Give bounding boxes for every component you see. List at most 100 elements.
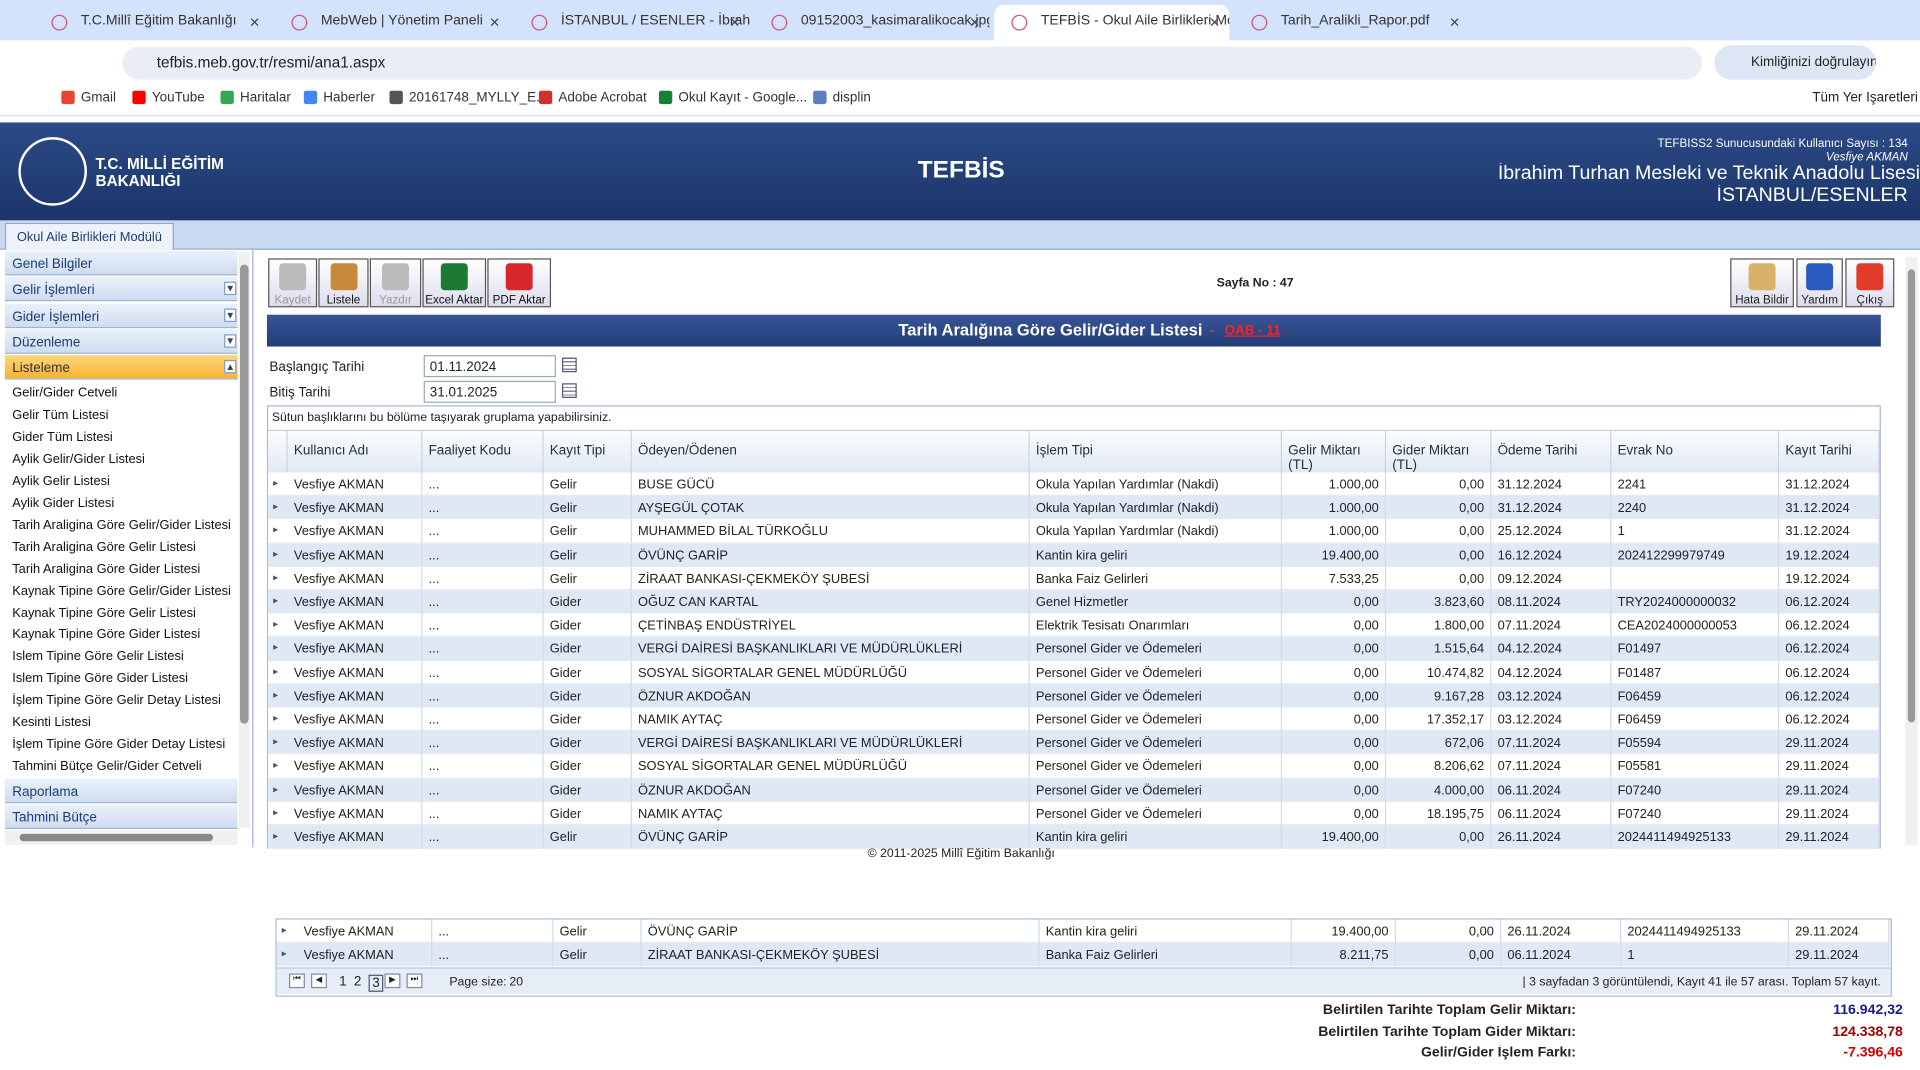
submenu-link[interactable]: Tarih Araligina Göre Gelir Listesi	[12, 539, 196, 555]
submenu-link[interactable]: Aylik Gelir Listesi	[12, 473, 110, 489]
submenu-link[interactable]: İşlem Tipine Göre Gelir Detay Listesi	[12, 693, 221, 709]
toolbar-button[interactable]: Yardım	[1796, 258, 1843, 308]
scroll-thumb[interactable]	[19, 833, 214, 842]
grid-row[interactable]	[268, 472, 1880, 497]
page-size[interactable]: 20	[509, 975, 524, 990]
toolbar-button[interactable]: Hata Bildir	[1730, 258, 1794, 308]
submenu-link[interactable]: Gelir/Gider Cetveli	[12, 385, 118, 401]
tab-close[interactable]: ×	[249, 12, 260, 32]
tab-close[interactable]: ×	[729, 12, 740, 32]
browser-tab[interactable]: İSTANBUL / ESENLER - İbrahim ×	[514, 5, 749, 41]
tab-close[interactable]: ×	[969, 12, 980, 32]
column-header[interactable]: Ödeyen/Ödenen	[631, 431, 1030, 473]
page-link[interactable]: 1	[339, 974, 347, 990]
pager-button[interactable]: ⏭	[406, 973, 423, 989]
expand-arrow[interactable]: ▸	[273, 618, 278, 630]
expand-arrow[interactable]: ▸	[273, 689, 278, 701]
submenu-link[interactable]: Kaynak Tipine Göre Gider Listesi	[12, 627, 201, 643]
sidebar-hscroll[interactable]	[4, 830, 238, 845]
toolbar-button[interactable]: Excel Aktar	[422, 258, 487, 308]
toolbar-button[interactable]: Listele	[318, 258, 369, 308]
grid-row[interactable]	[268, 660, 1880, 685]
bookmark[interactable]: YouTube	[132, 90, 205, 105]
all-bookmarks[interactable]: Tüm Yer İşaretleri	[1812, 90, 1918, 106]
bookmark[interactable]: 20161748_MYLLY_E...	[389, 90, 547, 105]
grid-row[interactable]	[268, 519, 1880, 544]
calendar-button[interactable]	[562, 383, 577, 398]
submenu-link[interactable]: Gelir Tüm Listesi	[12, 407, 109, 423]
menu-item[interactable]: Listeleme ▲	[4, 355, 238, 380]
grid-row[interactable]	[268, 637, 1880, 661]
expand-arrow[interactable]: ▸	[273, 736, 278, 748]
calendar-button[interactable]	[562, 357, 577, 373]
tab-close[interactable]: ×	[1449, 12, 1460, 32]
submenu-link[interactable]: Islem Tipine Göre Gider Listesi	[12, 671, 189, 687]
submenu-link[interactable]: Gider Tüm Listesi	[12, 429, 113, 445]
grid-row[interactable]	[268, 707, 1880, 732]
column-header[interactable]: Ödeme Tarihi	[1491, 431, 1612, 473]
expand-arrow[interactable]: ▸	[281, 924, 287, 936]
submenu-link[interactable]: Tahmini Bütçe Gelir/Gider Cetveli	[12, 759, 202, 775]
pager-button[interactable]: ⏮	[288, 973, 305, 989]
submenu-link[interactable]: İşlem Tipine Göre Gider Detay Listesi	[12, 737, 226, 753]
toolbar-button[interactable]: PDF Aktar	[487, 258, 552, 308]
grid-row[interactable]	[268, 825, 1880, 849]
submenu-link[interactable]: Kaynak Tipine Göre Gelir Listesi	[12, 605, 196, 621]
grid-row[interactable]	[268, 731, 1880, 755]
expand-arrow[interactable]: ▸	[273, 501, 278, 513]
tab-close[interactable]: ×	[1209, 12, 1220, 32]
expand-arrow[interactable]: ▸	[273, 524, 278, 536]
column-header[interactable]: Evrak No	[1611, 431, 1780, 473]
submenu-link[interactable]: Tarih Araligina Göre Gider Listesi	[12, 561, 201, 577]
bookmark[interactable]: Okul Kayıt - Google...	[658, 90, 807, 105]
browser-tab[interactable]: MebWeb | Yönetim Paneli ×	[274, 5, 509, 41]
bookmark[interactable]: Adobe Acrobat	[538, 90, 647, 105]
grid-row[interactable]	[268, 566, 1880, 591]
column-header[interactable]: Kullanıcı Adı	[287, 431, 423, 473]
address-bar[interactable]	[122, 46, 1703, 80]
menu-item[interactable]: Gider İşlemleri ▼	[4, 303, 238, 328]
expand-arrow[interactable]: ▸	[273, 830, 278, 842]
column-header[interactable]: Faaliyet Kodu	[422, 431, 544, 473]
expand-arrow[interactable]: ▸	[273, 783, 278, 795]
submenu-link[interactable]: Islem Tipine Göre Gelir Listesi	[12, 649, 184, 665]
grid-row[interactable]	[268, 613, 1880, 638]
bookmark[interactable]: Gmail	[61, 90, 116, 105]
expand-arrow[interactable]: ▸	[273, 712, 278, 724]
column-header[interactable]: Kayıt Tipi	[543, 431, 632, 473]
expand-arrow[interactable]: ▸	[273, 477, 278, 489]
submenu-link[interactable]: Aylik Gider Listesi	[12, 495, 115, 511]
grid-row[interactable]	[268, 801, 1880, 826]
tab-close[interactable]: ×	[489, 12, 500, 32]
menu-item[interactable]: Tahmini Bütçe	[4, 804, 238, 829]
grid-row[interactable]	[268, 496, 1880, 520]
pager-button[interactable]: ◀	[311, 973, 327, 989]
sidebar-scrollbar[interactable]	[238, 252, 250, 828]
page-link[interactable]: 3	[368, 974, 384, 992]
menu-arrow[interactable]: ▼	[224, 334, 237, 348]
menu-arrow[interactable]: ▼	[224, 308, 237, 322]
expand-arrow[interactable]: ▸	[273, 548, 278, 560]
grid-row[interactable]	[268, 754, 1880, 779]
grid-row[interactable]	[268, 778, 1880, 802]
bookmark[interactable]: displin	[813, 90, 871, 105]
scroll-thumb[interactable]	[1907, 269, 1916, 723]
grid-row[interactable]	[268, 684, 1880, 708]
menu-item[interactable]: Raporlama	[4, 778, 238, 804]
browser-tab[interactable]: 09152003_kasimaralikocak.jpg ×	[754, 5, 989, 41]
column-header[interactable]: Gider Miktarı (TL)	[1386, 431, 1492, 473]
expand-arrow[interactable]: ▸	[273, 665, 278, 677]
submenu-link[interactable]: Aylik Gelir/Gider Listesi	[12, 451, 145, 467]
page-link[interactable]: 2	[353, 974, 362, 990]
menu-item[interactable]: Genel Bilgiler	[4, 251, 238, 276]
submenu-link[interactable]: Tarih Araligina Göre Gelir/Gider Listesi	[12, 517, 231, 533]
grid-row[interactable]	[268, 590, 1880, 614]
column-header[interactable]: Kayıt Tarihi	[1779, 431, 1880, 473]
toolbar-button[interactable]: Çıkış	[1845, 258, 1895, 308]
expand-arrow[interactable]: ▸	[273, 806, 278, 818]
menu-item[interactable]: Gelir İşlemleri ▼	[4, 277, 238, 302]
date-input[interactable]: 01.11.2024	[423, 355, 556, 378]
grid-row[interactable]	[276, 942, 1890, 967]
expand-arrow[interactable]: ▸	[273, 759, 278, 771]
bookmark[interactable]: Haritalar	[220, 90, 291, 105]
